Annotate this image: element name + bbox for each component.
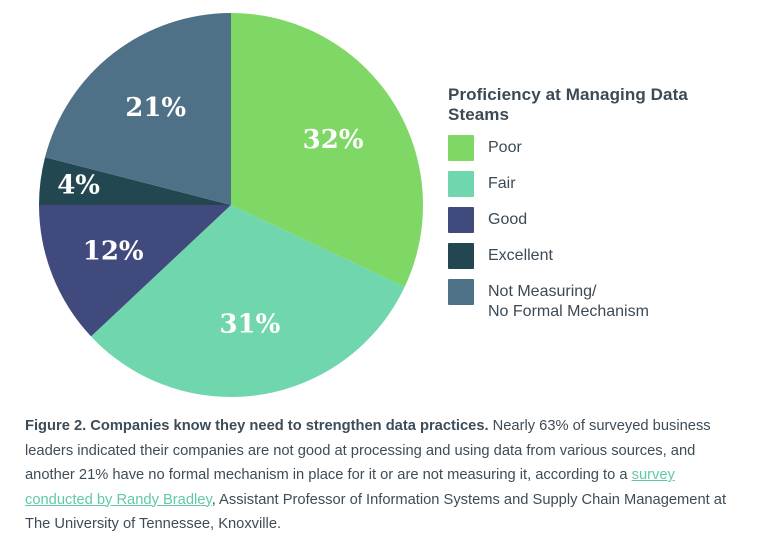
pie-label-excellent: 4% (57, 171, 100, 201)
legend-label-not-measuring-no-formal-mechanism: Not Measuring/ No Formal Mechanism (488, 283, 649, 320)
legend-swatch-fair (448, 171, 474, 197)
pie-label-poor: 32% (303, 125, 364, 155)
pie-chart: 32% 31% 12% 4% 21% (39, 13, 424, 397)
pie-slice-excellent (39, 157, 231, 205)
legend-label-fair: Fair (488, 175, 516, 192)
legend-item-excellent: Excellent (448, 243, 748, 269)
caption-text-after-link: , Assistant Professor of Information Sys… (25, 491, 727, 533)
legend-swatch-not-measuring-no-formal-mechanism (448, 279, 474, 305)
pie-label-fair: 31% (219, 310, 280, 340)
legend-item-good: Good (448, 207, 748, 233)
caption-text-before-link: Nearly 63% of surveyed business leaders … (25, 418, 711, 483)
legend-item-poor: Poor (448, 135, 748, 161)
legend-title: Proficiency at Managing Data Steams (448, 85, 688, 124)
figure-caption: Figure 2. Companies know they need to st… (25, 414, 743, 537)
legend-swatch-good (448, 207, 474, 233)
legend-label-poor: Poor (488, 139, 522, 156)
pie-label-not-measuring-no-formal-mechanism: 21% (125, 93, 186, 123)
pie-label-good: 12% (83, 237, 144, 267)
legend: Proficiency at Managing Data Steams Poor… (448, 85, 748, 322)
pie-slice-not-measuring-no-formal-mechanism (45, 13, 231, 205)
legend-label-good: Good (488, 211, 528, 228)
legend-swatch-poor (448, 135, 474, 161)
legend-item-not-measuring-no-formal-mechanism: Not Measuring/ No Formal Mechanism (448, 279, 748, 322)
legend-label-excellent: Excellent (488, 247, 553, 264)
legend-items: Poor Fair Good Excellent Not Measuring/ No F… (448, 135, 748, 322)
legend-item-fair: Fair (448, 171, 748, 197)
legend-swatch-excellent (448, 243, 474, 269)
pie-slice-good (39, 205, 231, 337)
pie-slice-poor (231, 13, 424, 287)
caption-link[interactable]: survey conducted by Randy Bradley (25, 467, 675, 508)
caption-lead: Figure 2. Companies know they need to st… (25, 418, 489, 434)
pie-slice-fair (91, 205, 405, 397)
